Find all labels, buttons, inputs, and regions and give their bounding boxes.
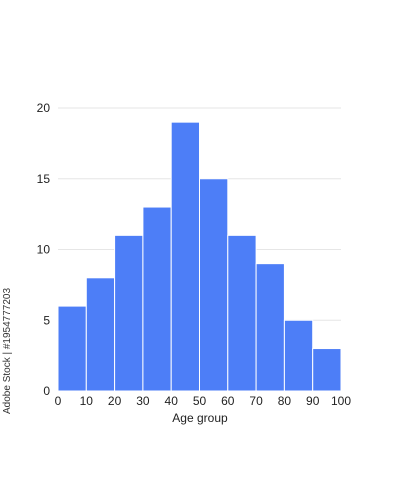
x-tick-label: 10 bbox=[80, 394, 94, 408]
y-tick-label: 10 bbox=[37, 243, 51, 257]
x-tick-label: 100 bbox=[331, 394, 351, 408]
histogram-bar bbox=[142, 206, 172, 392]
y-tick-label: 20 bbox=[37, 101, 51, 115]
histogram-bar bbox=[312, 348, 342, 392]
bars bbox=[57, 121, 342, 392]
y-tick-label: 5 bbox=[43, 313, 50, 327]
x-tick-label: 60 bbox=[221, 394, 235, 408]
histogram-bar bbox=[85, 277, 116, 392]
x-tick-label: 30 bbox=[136, 394, 150, 408]
watermark-text: Adobe Stock | #1954777203 bbox=[2, 287, 13, 414]
histogram-bar bbox=[255, 263, 285, 392]
histogram-bar bbox=[57, 305, 87, 392]
x-tick-label: 0 bbox=[55, 394, 62, 408]
histogram-bar bbox=[227, 234, 257, 392]
x-axis-title: Age group bbox=[172, 411, 228, 425]
y-axis-ticks: 0 5 10 15 20 bbox=[37, 101, 51, 398]
y-tick-label: 0 bbox=[43, 384, 50, 398]
x-tick-label: 50 bbox=[193, 394, 207, 408]
histogram-bar bbox=[283, 319, 314, 392]
x-tick-label: 80 bbox=[278, 394, 292, 408]
x-tick-label: 70 bbox=[249, 394, 263, 408]
histogram-bar bbox=[199, 178, 229, 392]
histogram-bar bbox=[114, 234, 144, 392]
x-tick-label: 90 bbox=[306, 394, 320, 408]
x-tick-label: 20 bbox=[108, 394, 122, 408]
y-tick-label: 15 bbox=[37, 172, 51, 186]
x-tick-label: 40 bbox=[165, 394, 179, 408]
histogram-bar bbox=[170, 121, 200, 392]
x-axis-ticks: 0 10 20 30 40 50 60 70 80 90 100 bbox=[55, 394, 352, 408]
